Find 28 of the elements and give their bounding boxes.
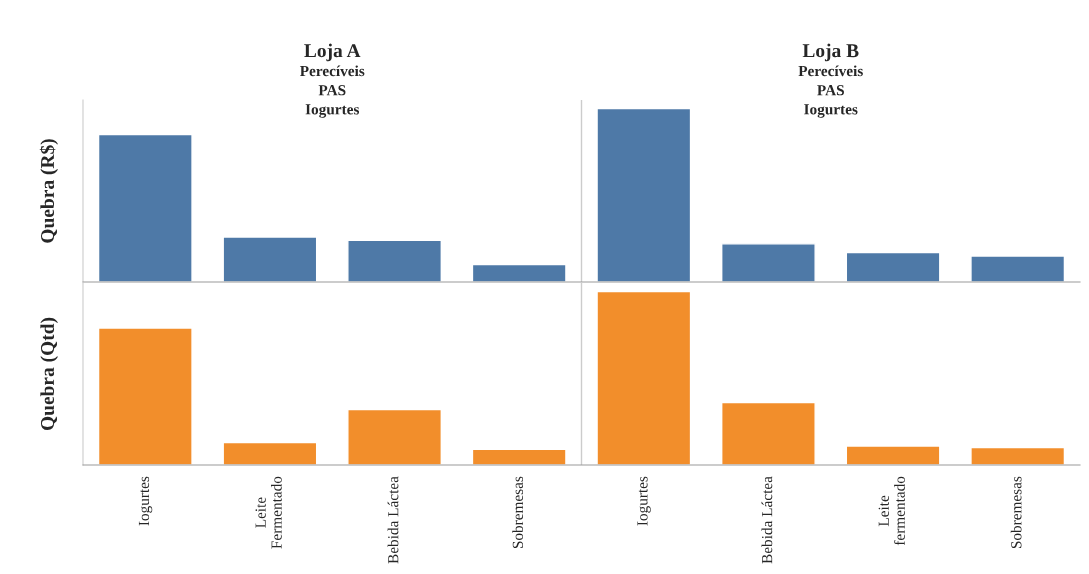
bar	[97, 327, 193, 465]
bar	[596, 107, 692, 282]
x-tick-label: Leite fermentado	[878, 476, 905, 546]
annotation: Loja A Perecíveis PAS Iogurtes	[299, 43, 365, 118]
bar	[596, 290, 692, 465]
bar	[970, 255, 1066, 282]
bar	[970, 446, 1066, 465]
bar	[471, 263, 567, 282]
bar	[222, 441, 318, 465]
x-tick-label: Iogurtes	[138, 476, 153, 526]
bar	[347, 239, 442, 282]
x-tick-label: Sobremesas	[512, 476, 524, 549]
bar	[845, 251, 941, 282]
bar	[845, 445, 941, 465]
bar	[471, 448, 567, 465]
x-tick-label: Iogurtes	[637, 476, 651, 526]
bar	[721, 401, 816, 465]
x-tick-label: Leite Fermentado	[255, 476, 282, 549]
x-tick-label: Bebida Láctea	[387, 476, 399, 564]
x-tick-label: Sobremesas	[1010, 476, 1022, 549]
y-axis-title: Quebra (R$)	[39, 139, 58, 243]
bar	[721, 243, 816, 282]
bar	[97, 133, 193, 282]
bar	[222, 236, 318, 282]
bar	[347, 408, 442, 465]
annotation: Loja B Perecíveis PAS Iogurtes	[798, 43, 863, 118]
x-tick-label: Bebida Láctea	[761, 476, 773, 564]
y-axis-title: Quebra (Qtd)	[40, 317, 58, 431]
